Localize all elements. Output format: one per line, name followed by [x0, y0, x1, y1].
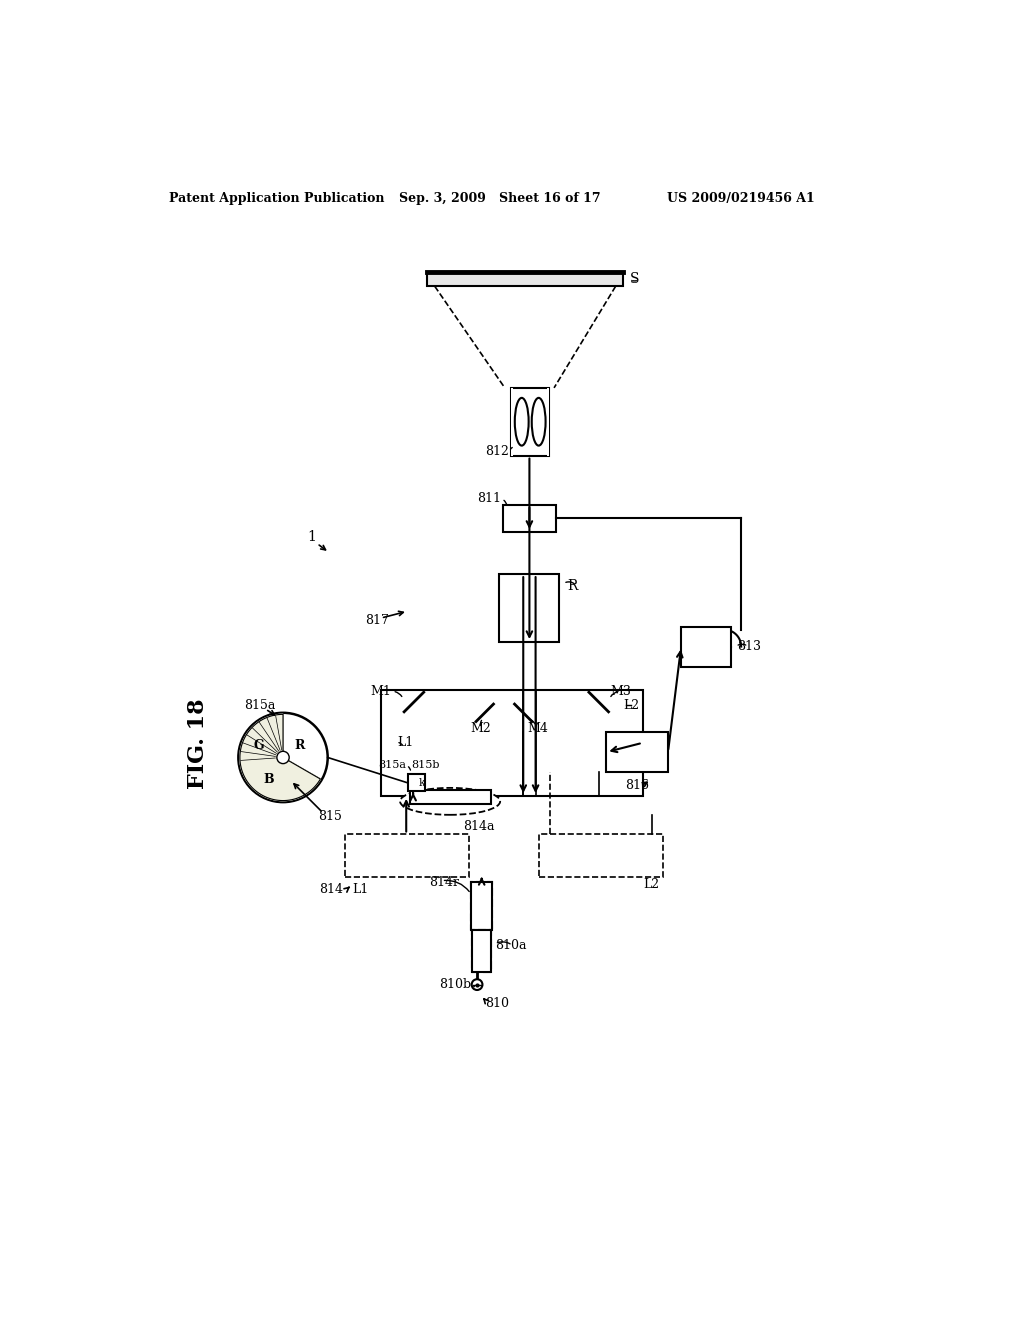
- Polygon shape: [240, 714, 321, 800]
- Bar: [408, 775, 425, 792]
- Text: 814a: 814a: [463, 820, 495, 833]
- Text: L2: L2: [643, 878, 659, 891]
- Text: L1: L1: [397, 735, 414, 748]
- Text: M2: M2: [471, 722, 492, 735]
- Text: G: G: [253, 739, 264, 751]
- Bar: [472, 929, 490, 973]
- Bar: [472, 929, 490, 973]
- Bar: [471, 882, 493, 929]
- Text: L1: L1: [352, 883, 369, 896]
- Bar: [681, 627, 731, 667]
- Bar: [500, 574, 559, 642]
- Bar: [471, 882, 493, 929]
- Polygon shape: [240, 714, 283, 779]
- Bar: [511, 388, 513, 455]
- Text: 816: 816: [626, 779, 649, 792]
- Text: Patent Application Publication: Patent Application Publication: [169, 191, 385, 205]
- Text: k: k: [419, 777, 425, 788]
- Bar: [503, 506, 556, 532]
- Text: US 2009/0219456 A1: US 2009/0219456 A1: [668, 191, 815, 205]
- Text: B: B: [264, 772, 274, 785]
- Ellipse shape: [400, 788, 500, 814]
- Text: 814r: 814r: [429, 875, 460, 888]
- Text: 1: 1: [307, 531, 316, 544]
- Text: 815b: 815b: [412, 760, 440, 770]
- Text: Sep. 3, 2009   Sheet 16 of 17: Sep. 3, 2009 Sheet 16 of 17: [398, 191, 600, 205]
- Text: R: R: [295, 739, 305, 751]
- Text: 815: 815: [317, 810, 342, 824]
- Bar: [539, 834, 664, 876]
- Circle shape: [239, 713, 328, 803]
- Text: 812: 812: [484, 445, 509, 458]
- Bar: [606, 733, 668, 772]
- Text: 813: 813: [737, 640, 761, 653]
- Text: 815a: 815a: [378, 760, 407, 770]
- Ellipse shape: [531, 397, 546, 446]
- Bar: [410, 789, 490, 804]
- Text: R: R: [567, 578, 578, 593]
- Circle shape: [276, 751, 289, 763]
- Bar: [547, 388, 550, 455]
- Text: 814: 814: [319, 883, 343, 896]
- Text: 810: 810: [484, 997, 509, 1010]
- Ellipse shape: [515, 397, 528, 446]
- Bar: [511, 388, 550, 455]
- Bar: [381, 689, 643, 796]
- Circle shape: [472, 979, 482, 990]
- Text: FIG. 18: FIG. 18: [187, 698, 209, 789]
- Bar: [345, 834, 469, 876]
- Text: 811: 811: [477, 492, 501, 506]
- Text: 817: 817: [366, 614, 389, 627]
- Text: M4: M4: [527, 722, 548, 735]
- Text: M3: M3: [610, 685, 631, 698]
- Text: S: S: [630, 272, 639, 286]
- Polygon shape: [246, 760, 321, 800]
- Text: L2: L2: [624, 698, 639, 711]
- Text: 810b: 810b: [438, 978, 471, 991]
- Text: 810a: 810a: [495, 939, 526, 952]
- Text: M1: M1: [370, 685, 391, 698]
- Text: 815a: 815a: [245, 698, 275, 711]
- Bar: [427, 272, 624, 286]
